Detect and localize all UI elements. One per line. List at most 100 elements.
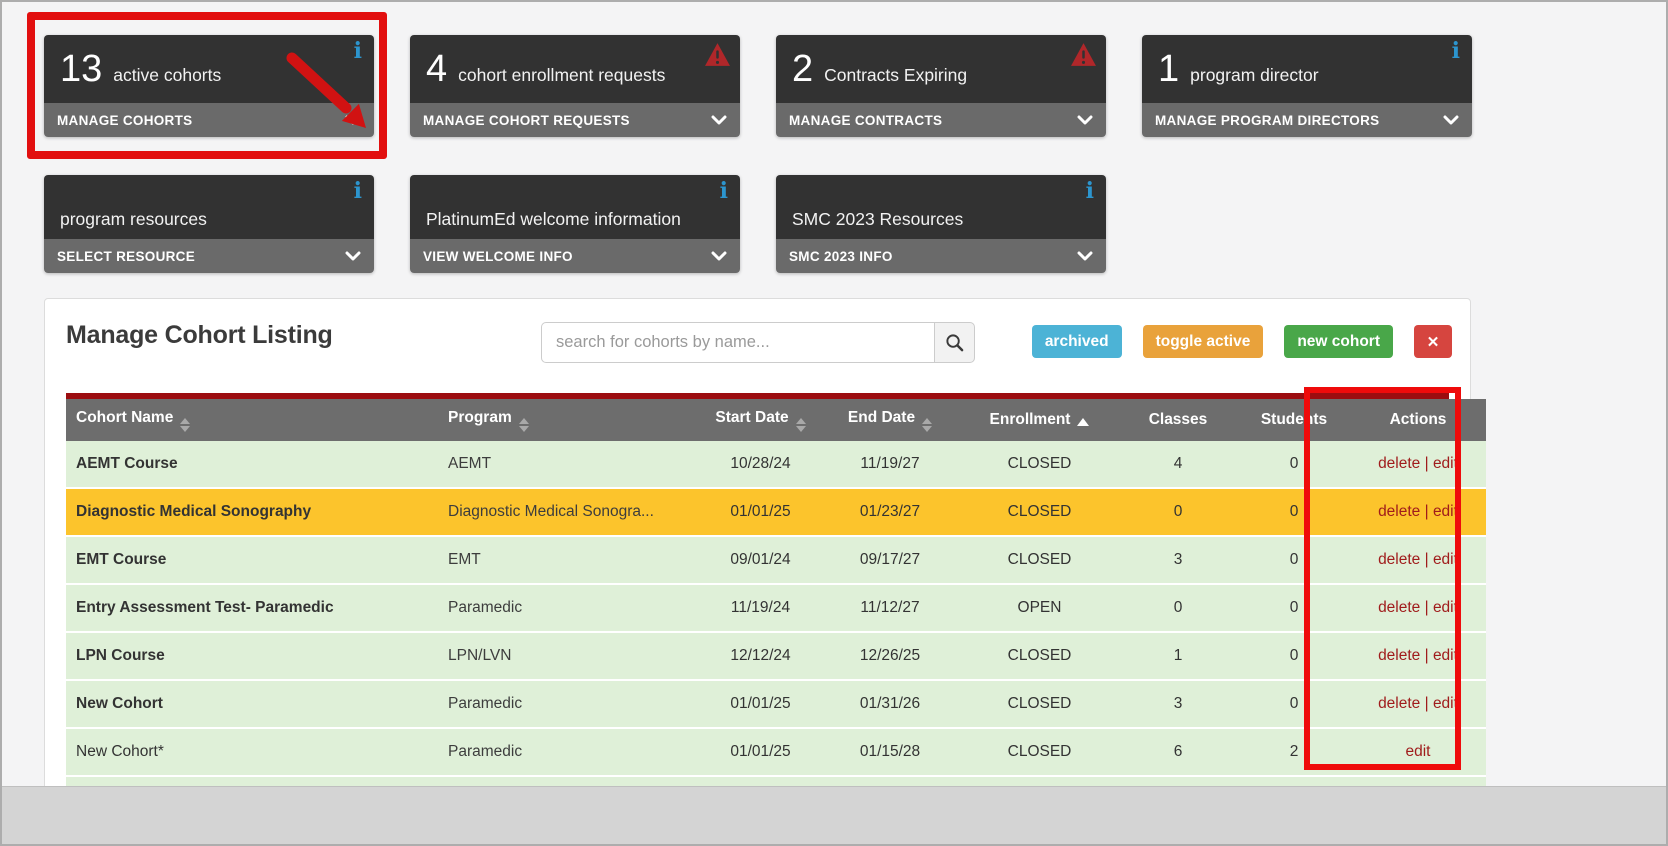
cell-end-date: 01/15/28 <box>819 728 961 777</box>
cards-row-2: program resources i SELECT RESOURCE Plat… <box>44 175 1106 273</box>
cell-actions: delete | edit <box>1350 680 1486 729</box>
edit-link[interactable]: edit <box>1432 503 1458 520</box>
chevron-down-icon <box>1077 115 1093 125</box>
cell-cohort-name: New Cohort <box>66 680 437 729</box>
card-dropdown-label: SMC 2023 INFO <box>789 248 893 264</box>
cell-program: Diagnostic Medical Sonogra... <box>437 488 702 537</box>
card-count: 13 <box>60 48 103 90</box>
card-body: 1 program director i <box>1142 35 1472 103</box>
delete-link[interactable]: delete <box>1378 695 1421 712</box>
cohort-table: Cohort Name Program Start Date End Date Enro… <box>66 393 1486 825</box>
delete-link[interactable]: delete <box>1378 503 1421 520</box>
card-count: 4 <box>426 48 448 90</box>
column-header-actions: Actions <box>1350 399 1486 441</box>
card-dropdown-button[interactable]: MANAGE CONTRACTS <box>776 103 1106 137</box>
cell-students: 2 <box>1238 728 1350 777</box>
column-header-enrollment[interactable]: Enrollment <box>961 399 1118 441</box>
card-dropdown-button[interactable]: VIEW WELCOME INFO <box>410 239 740 273</box>
cell-end-date: 01/23/27 <box>819 488 961 537</box>
archived-button[interactable]: archived <box>1031 325 1122 358</box>
panel-buttons: archived toggle active new cohort ✕ <box>1031 325 1452 358</box>
info-icon[interactable]: i <box>1451 38 1460 64</box>
edit-link[interactable]: edit <box>1432 551 1458 568</box>
card-dropdown-button[interactable]: MANAGE COHORTS <box>44 103 374 137</box>
delete-link[interactable]: delete <box>1378 455 1421 472</box>
panel-header: Manage Cohort Listing archived toggle act… <box>45 299 1470 393</box>
close-button[interactable]: ✕ <box>1414 325 1452 358</box>
column-header-end-date[interactable]: End Date <box>819 399 961 441</box>
cell-actions: delete | edit <box>1350 584 1486 633</box>
card-welcome-information: PlatinumEd welcome information i VIEW WE… <box>410 175 740 273</box>
warning-icon <box>1070 42 1097 67</box>
column-header-program[interactable]: Program <box>437 399 702 441</box>
card-program-director: 1 program director i MANAGE PROGRAM DIRE… <box>1142 35 1472 137</box>
edit-link[interactable]: edit <box>1432 455 1458 472</box>
chevron-down-icon <box>345 251 361 261</box>
card-dropdown-label: MANAGE COHORTS <box>57 112 193 128</box>
toggle-active-button[interactable]: toggle active <box>1142 325 1264 358</box>
cell-classes: 3 <box>1118 680 1238 729</box>
cell-classes: 3 <box>1118 536 1238 585</box>
cell-end-date: 09/17/27 <box>819 536 961 585</box>
table-row: LPN Course LPN/LVN 12/12/24 12/26/25 CLOSED 1… <box>66 632 1486 681</box>
action-separator: | <box>1420 647 1433 664</box>
cell-classes: 0 <box>1118 584 1238 633</box>
action-separator: | <box>1420 455 1433 472</box>
new-cohort-button[interactable]: new cohort <box>1284 325 1393 358</box>
sort-icon <box>795 417 806 432</box>
cell-program: LPN/LVN <box>437 632 702 681</box>
cards-row-1: 13 active cohorts i MANAGE COHORTS 4 coh… <box>44 35 1472 137</box>
card-count: 2 <box>792 48 814 90</box>
card-dropdown-button[interactable]: MANAGE PROGRAM DIRECTORS <box>1142 103 1472 137</box>
cell-students: 0 <box>1238 536 1350 585</box>
card-body: 4 cohort enrollment requests i <box>410 35 740 103</box>
action-separator: | <box>1420 599 1433 616</box>
card-dropdown-button[interactable]: MANAGE COHORT REQUESTS <box>410 103 740 137</box>
edit-link[interactable]: edit <box>1432 695 1458 712</box>
edit-link[interactable]: edit <box>1432 599 1458 616</box>
column-header-students: Students <box>1238 399 1350 441</box>
chevron-down-icon <box>1443 115 1459 125</box>
cell-actions: delete | edit <box>1350 441 1486 489</box>
info-icon[interactable]: i <box>353 38 362 64</box>
cell-start-date: 11/19/24 <box>702 584 819 633</box>
column-header-start-date[interactable]: Start Date <box>702 399 819 441</box>
delete-link[interactable]: delete <box>1378 647 1421 664</box>
column-header-cohort-name[interactable]: Cohort Name <box>66 399 437 441</box>
info-icon[interactable]: i <box>719 178 728 204</box>
cell-students: 0 <box>1238 680 1350 729</box>
cell-end-date: 11/12/27 <box>819 584 961 633</box>
card-dropdown-button[interactable]: SELECT RESOURCE <box>44 239 374 273</box>
info-icon[interactable]: i <box>353 178 362 204</box>
cell-cohort-name: LPN Course <box>66 632 437 681</box>
cell-program: Paramedic <box>437 584 702 633</box>
card-label: Contracts Expiring <box>824 64 968 85</box>
card-label: active cohorts <box>113 64 222 85</box>
warning-icon <box>704 42 731 67</box>
card-dropdown-label: MANAGE COHORT REQUESTS <box>423 112 630 128</box>
card-body: 13 active cohorts i <box>44 35 374 103</box>
chevron-down-icon <box>711 115 727 125</box>
screenshot-bottom-edge <box>2 786 1666 844</box>
search-input[interactable] <box>541 322 934 363</box>
cell-end-date: 12/26/25 <box>819 632 961 681</box>
card-dropdown-label: MANAGE PROGRAM DIRECTORS <box>1155 112 1380 128</box>
table-row: Diagnostic Medical Sonography Diagnostic … <box>66 488 1486 537</box>
manage-cohort-listing-panel: Manage Cohort Listing archived toggle act… <box>44 298 1486 844</box>
chevron-down-icon <box>711 251 727 261</box>
cell-actions: delete | edit <box>1350 488 1486 537</box>
action-separator: | <box>1420 551 1433 568</box>
card-label: PlatinumEd welcome information <box>426 209 681 229</box>
search-button[interactable] <box>934 322 975 363</box>
cell-classes: 1 <box>1118 632 1238 681</box>
info-icon[interactable]: i <box>1085 178 1094 204</box>
delete-link[interactable]: delete <box>1378 551 1421 568</box>
edit-link[interactable]: edit <box>1405 743 1431 760</box>
cell-enrollment: CLOSED <box>961 441 1118 489</box>
delete-link[interactable]: delete <box>1378 599 1421 616</box>
cell-start-date: 01/01/25 <box>702 680 819 729</box>
card-dropdown-button[interactable]: SMC 2023 INFO <box>776 239 1106 273</box>
edit-link[interactable]: edit <box>1432 647 1458 664</box>
cell-enrollment: CLOSED <box>961 728 1118 777</box>
